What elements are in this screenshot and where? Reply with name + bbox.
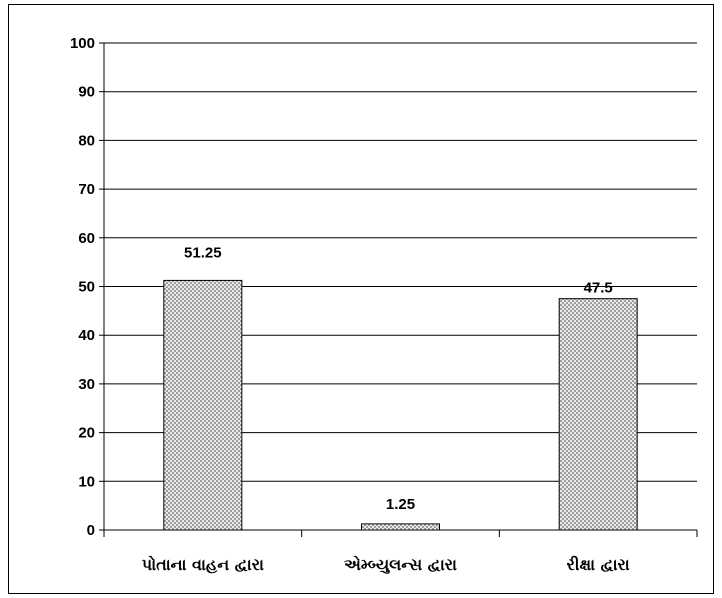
y-tick-label: 60 xyxy=(78,230,95,247)
y-tick-label: 50 xyxy=(78,279,95,296)
y-tick-label: 80 xyxy=(78,132,95,149)
bar-3 xyxy=(558,298,638,531)
y-tick-label: 0 xyxy=(87,522,95,539)
chart-frame: 0 10 20 30 40 50 60 70 80 90 100 51.25 પોતાના વાહન દ… xyxy=(8,4,714,594)
bar-2 xyxy=(361,523,440,531)
bar-1 xyxy=(163,279,243,531)
labels: 0 10 20 30 40 50 60 70 80 90 100 51.25 પોતાના વાહન દ… xyxy=(70,35,630,575)
y-tick-label: 20 xyxy=(78,425,95,442)
axes xyxy=(99,42,698,537)
x-category-label: એમ્બ્યુલન્સ દ્વારા xyxy=(344,554,457,575)
bar-chart: 0 10 20 30 40 50 60 70 80 90 100 51.25 પોતાના વાહન દ… xyxy=(70,35,698,575)
x-category-label: પોતાના વાહન દ્વારા xyxy=(142,554,264,574)
y-tick-label: 70 xyxy=(78,181,95,198)
y-tick-label: 30 xyxy=(78,376,95,393)
y-tick-label: 10 xyxy=(78,473,95,490)
data-label: 51.25 xyxy=(184,244,222,261)
data-label: 47.5 xyxy=(584,280,613,297)
x-category-label: રીક્ષા દ્વારા xyxy=(567,555,630,574)
y-tick-label: 90 xyxy=(78,84,95,101)
y-tick-label: 100 xyxy=(70,35,95,52)
data-label: 1.25 xyxy=(386,496,415,513)
bars xyxy=(163,279,638,531)
y-tick-label: 40 xyxy=(78,327,95,344)
